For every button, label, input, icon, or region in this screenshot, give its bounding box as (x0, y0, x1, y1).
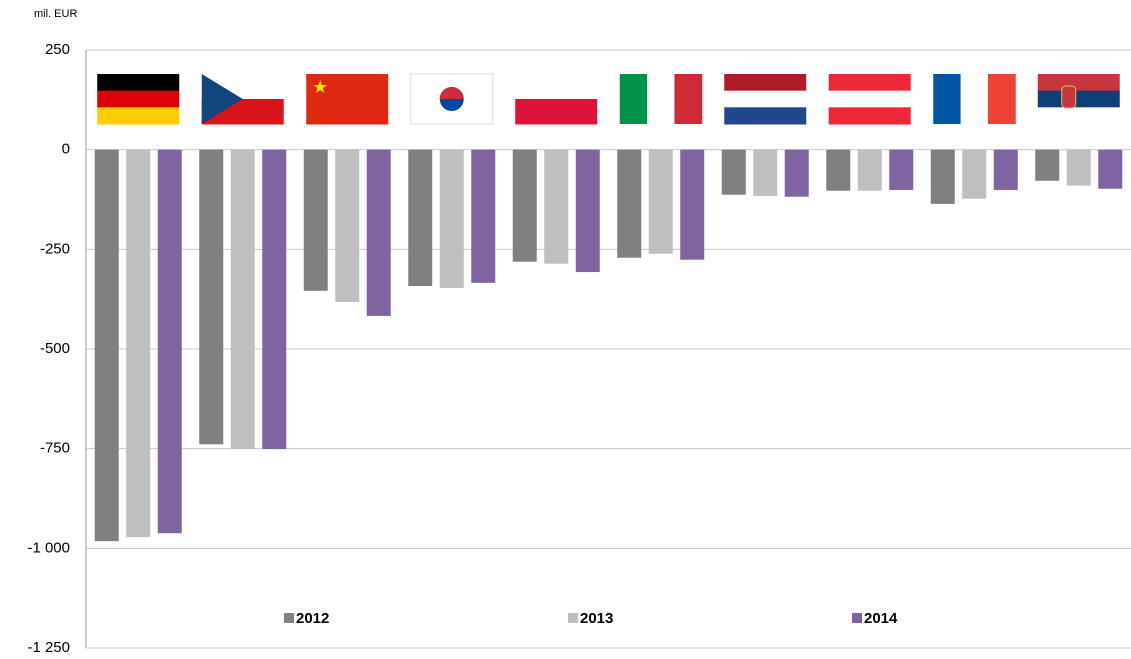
bar (471, 149, 496, 283)
flag (410, 73, 494, 125)
bar (962, 149, 987, 199)
bar (889, 149, 914, 190)
flag-stripe (515, 99, 598, 125)
bar (721, 149, 746, 195)
y-tick-label: -750 (40, 440, 70, 457)
flag-stripe (724, 74, 807, 92)
y-tick-label: 0 (62, 141, 70, 158)
bar (575, 149, 600, 273)
flag-stripe (515, 74, 598, 100)
y-tick-label: 250 (45, 41, 70, 58)
flag-stripe (97, 90, 180, 108)
flag (933, 74, 1016, 124)
flag-emblem (1061, 85, 1077, 109)
legend-swatch (568, 613, 578, 623)
legend-swatch (852, 613, 862, 623)
bar (439, 149, 464, 289)
flag (201, 74, 284, 125)
bar (366, 149, 391, 316)
flag-stripe (1037, 107, 1120, 125)
bar (680, 149, 705, 260)
bar (753, 149, 778, 196)
flag (1037, 74, 1120, 125)
bar (1098, 149, 1123, 189)
flag (619, 74, 703, 124)
y-axis-label: mil. EUR (34, 8, 77, 20)
flag-circle (439, 87, 464, 99)
bar (857, 149, 882, 191)
flag-stripe (306, 74, 389, 125)
flag-stripe (97, 74, 180, 92)
flag-stripe (619, 74, 648, 124)
flag-stripe (97, 107, 180, 125)
bar (335, 149, 360, 302)
flag: ★ (306, 74, 389, 125)
bar (1066, 149, 1091, 186)
legend-label: 2013 (580, 610, 613, 627)
y-tick-label: -1 250 (27, 639, 70, 656)
flag-stripe (828, 107, 911, 125)
bar (930, 149, 955, 204)
flag-stripe (933, 74, 962, 124)
bar (784, 149, 809, 197)
bar (157, 149, 182, 534)
flag (828, 74, 911, 125)
legend-label: 2012 (296, 610, 329, 627)
y-tick-label: -500 (40, 340, 70, 357)
bar (230, 149, 255, 450)
flag-stripe (987, 74, 1016, 124)
flag-star: ★ (312, 77, 328, 97)
flag-stripe (647, 74, 675, 124)
legend-swatch (284, 613, 294, 623)
bar (94, 149, 119, 542)
flag-stripe (960, 74, 989, 124)
flag-stripe (828, 90, 911, 108)
flag-stripe (674, 74, 703, 124)
bar (199, 149, 224, 445)
bar (826, 149, 851, 191)
bar (126, 149, 151, 538)
flag-triangle (201, 74, 243, 124)
flag (515, 74, 598, 125)
bar (544, 149, 569, 264)
y-tick-label: -250 (40, 240, 70, 257)
bar (648, 149, 673, 254)
bar (993, 149, 1018, 190)
flag-stripe (1037, 74, 1120, 92)
legend-label: 2014 (864, 610, 898, 627)
flag-stripe (828, 74, 911, 92)
flag-stripe (724, 107, 807, 125)
bar (512, 149, 537, 262)
flag (97, 74, 180, 125)
bar (262, 149, 287, 450)
bar (408, 149, 433, 287)
y-tick-label: -1 000 (27, 539, 70, 556)
bar (617, 149, 642, 258)
flag-stripe (1037, 90, 1120, 108)
bar (1035, 149, 1060, 181)
bar (303, 149, 328, 291)
flag-stripe (724, 90, 807, 108)
flag (724, 74, 807, 125)
